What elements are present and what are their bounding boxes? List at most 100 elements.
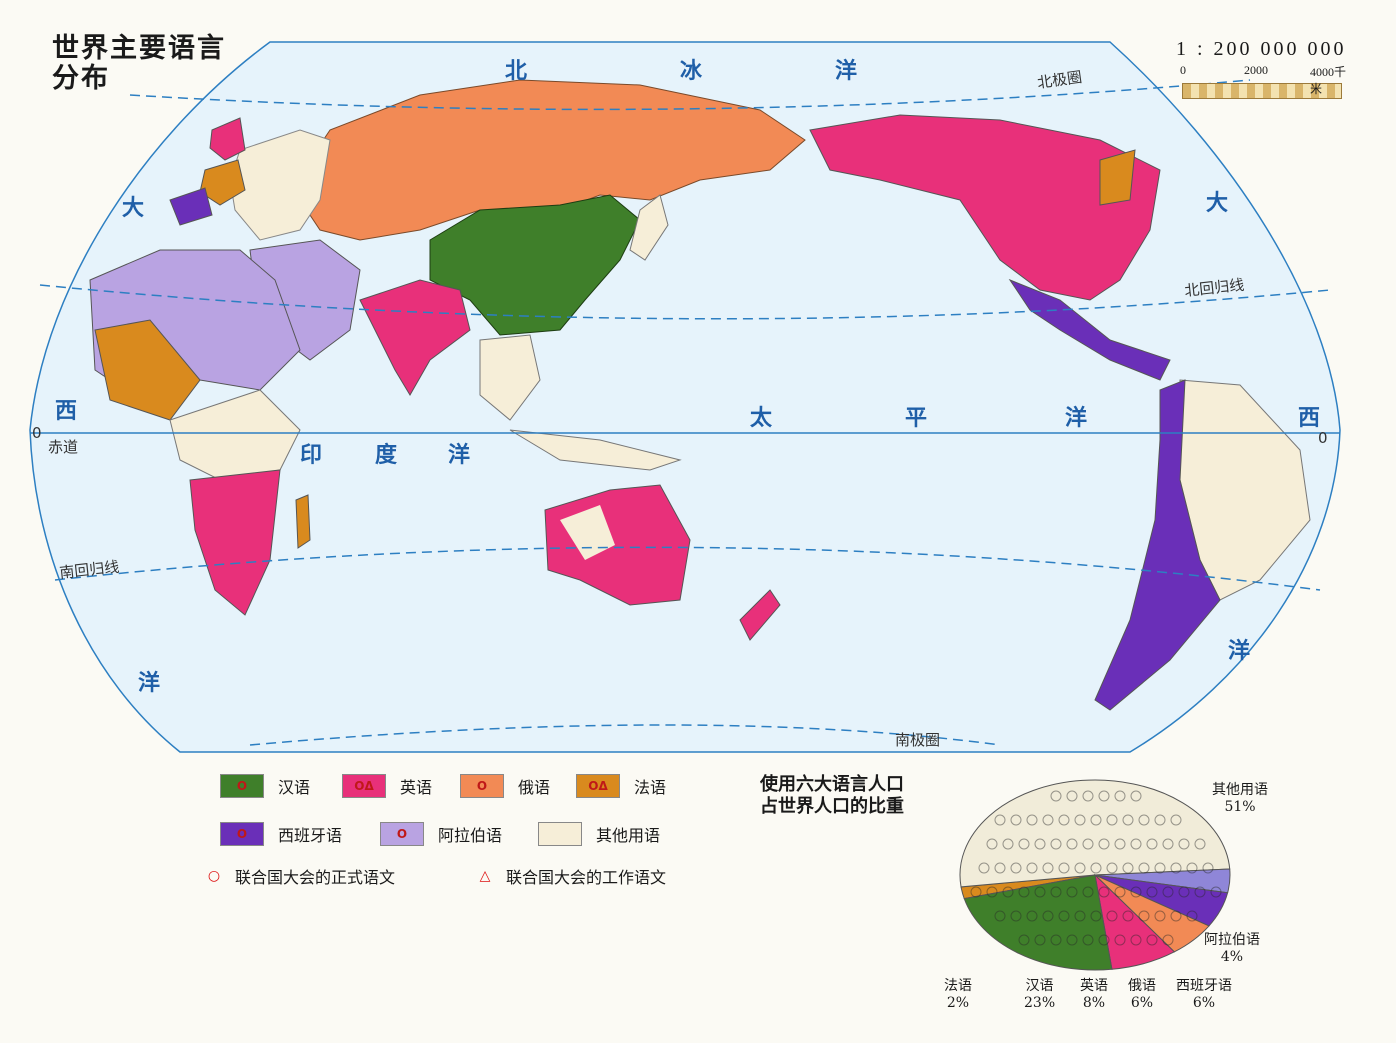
legend-item-other: 其他用语 bbox=[538, 822, 660, 846]
person-icon bbox=[1138, 910, 1150, 922]
person-icon bbox=[1090, 814, 1102, 826]
ocean-label: 洋 bbox=[835, 58, 857, 84]
person-icon bbox=[978, 862, 990, 874]
person-icon bbox=[1106, 814, 1118, 826]
legend-item-english: OΔ 英语 bbox=[342, 774, 432, 798]
legend-symbol-official: ○ 联合国大会的正式语文 bbox=[205, 864, 395, 888]
person-icon bbox=[1042, 862, 1054, 874]
france-region bbox=[199, 159, 246, 206]
antarctic-circle-line bbox=[249, 724, 1001, 746]
antarctic-circle-label: 南极圈 bbox=[895, 731, 940, 749]
person-icon bbox=[1186, 862, 1198, 874]
legend-label: 英语 bbox=[400, 778, 433, 797]
equator-label: 赤道 bbox=[48, 438, 78, 456]
person-icon bbox=[1186, 910, 1198, 922]
person-icon bbox=[1194, 838, 1206, 850]
legend-label: 联合国大会的工作语文 bbox=[506, 868, 667, 887]
person-icon bbox=[1026, 862, 1038, 874]
person-icon bbox=[994, 862, 1006, 874]
person-icon bbox=[1178, 886, 1190, 898]
person-icon bbox=[1082, 790, 1094, 802]
tropic-cancer-line bbox=[39, 284, 1331, 320]
legend-symbol-working: △ 联合国大会的工作语文 bbox=[476, 864, 666, 888]
person-icon bbox=[1066, 886, 1078, 898]
se-asia-region bbox=[479, 334, 541, 421]
person-icon bbox=[1018, 934, 1030, 946]
person-icon bbox=[1058, 814, 1070, 826]
zero-meridian-left-label: 0 bbox=[32, 424, 42, 442]
ocean-label: 洋 bbox=[1065, 405, 1087, 431]
person-icon bbox=[1010, 814, 1022, 826]
legend-swatch bbox=[538, 822, 582, 846]
legend-item-arabic: O 阿拉伯语 bbox=[380, 822, 502, 846]
person-icon bbox=[1114, 790, 1126, 802]
person-icon bbox=[1066, 790, 1078, 802]
legend-swatch: O bbox=[220, 774, 264, 798]
person-icon bbox=[1106, 910, 1118, 922]
west-africa-region bbox=[94, 319, 201, 421]
pie-label-russian: 俄语 6% bbox=[1128, 978, 1156, 1011]
ocean-label: 太 bbox=[750, 405, 773, 431]
pie-label-spanish: 西班牙语 6% bbox=[1176, 978, 1232, 1011]
person-icon bbox=[1034, 934, 1046, 946]
legend-item-french: OΔ 法语 bbox=[576, 774, 666, 798]
person-icon bbox=[1050, 790, 1062, 802]
person-icon bbox=[1098, 886, 1110, 898]
map-title: 世界主要语言 分布 bbox=[52, 34, 226, 94]
arctic-circle-line bbox=[129, 79, 1251, 111]
legend-swatch: OΔ bbox=[342, 774, 386, 798]
person-icon bbox=[1026, 910, 1038, 922]
pie-title-line-2: 占世界人口的比重 bbox=[760, 796, 904, 817]
legend-label: 西班牙语 bbox=[278, 826, 343, 845]
person-icon bbox=[1202, 862, 1214, 874]
spanish-south-america-region bbox=[1094, 379, 1221, 711]
person-icon bbox=[1162, 886, 1174, 898]
person-icon bbox=[986, 838, 998, 850]
spain-region bbox=[169, 187, 213, 226]
person-icon bbox=[970, 886, 982, 898]
zero-meridian-right-label: 0 bbox=[1318, 429, 1328, 447]
legend-label: 联合国大会的正式语文 bbox=[235, 868, 396, 887]
india-region bbox=[359, 279, 471, 396]
person-icon bbox=[1010, 910, 1022, 922]
map-title-line-2: 分布 bbox=[52, 63, 110, 94]
person-icon bbox=[1042, 910, 1054, 922]
japan-region bbox=[629, 194, 669, 261]
pie-slice bbox=[959, 779, 1231, 888]
southern-africa-region bbox=[189, 469, 281, 616]
person-icon bbox=[1114, 838, 1126, 850]
person-icon bbox=[1138, 862, 1150, 874]
triangle-icon: △ bbox=[479, 868, 491, 884]
north-america-region bbox=[809, 114, 1161, 301]
person-icon bbox=[1082, 934, 1094, 946]
person-icon bbox=[1170, 862, 1182, 874]
person-icon bbox=[1058, 910, 1070, 922]
person-icon bbox=[1050, 934, 1062, 946]
person-icon bbox=[1058, 862, 1070, 874]
language-share-chart bbox=[959, 779, 1231, 971]
person-icon bbox=[1010, 862, 1022, 874]
ocean-label: 北 bbox=[505, 58, 527, 84]
person-icon bbox=[1130, 790, 1142, 802]
person-icon bbox=[986, 886, 998, 898]
person-icon bbox=[1146, 838, 1158, 850]
uk-region bbox=[209, 117, 246, 161]
pie-title-line-1: 使用六大语言人口 bbox=[760, 774, 904, 795]
person-icon bbox=[1154, 862, 1166, 874]
madagascar-region bbox=[295, 494, 311, 549]
person-icon bbox=[1194, 886, 1206, 898]
person-icon bbox=[994, 814, 1006, 826]
person-icon bbox=[1122, 814, 1134, 826]
legend-swatch: O bbox=[460, 774, 504, 798]
ocean-label: 印 bbox=[300, 442, 322, 468]
indonesia-region bbox=[509, 429, 682, 471]
pie-label-english: 英语 8% bbox=[1080, 978, 1108, 1011]
person-icon bbox=[1138, 814, 1150, 826]
person-icon bbox=[1114, 886, 1126, 898]
scale-tick: 4000千米 bbox=[1310, 65, 1347, 96]
ocean-label: 洋 bbox=[1228, 638, 1250, 664]
person-icon bbox=[1154, 814, 1166, 826]
pie-label-other: 其他用语 51% bbox=[1212, 782, 1268, 815]
ocean-label: 西 bbox=[55, 398, 77, 424]
ocean-label: 平 bbox=[905, 405, 927, 431]
